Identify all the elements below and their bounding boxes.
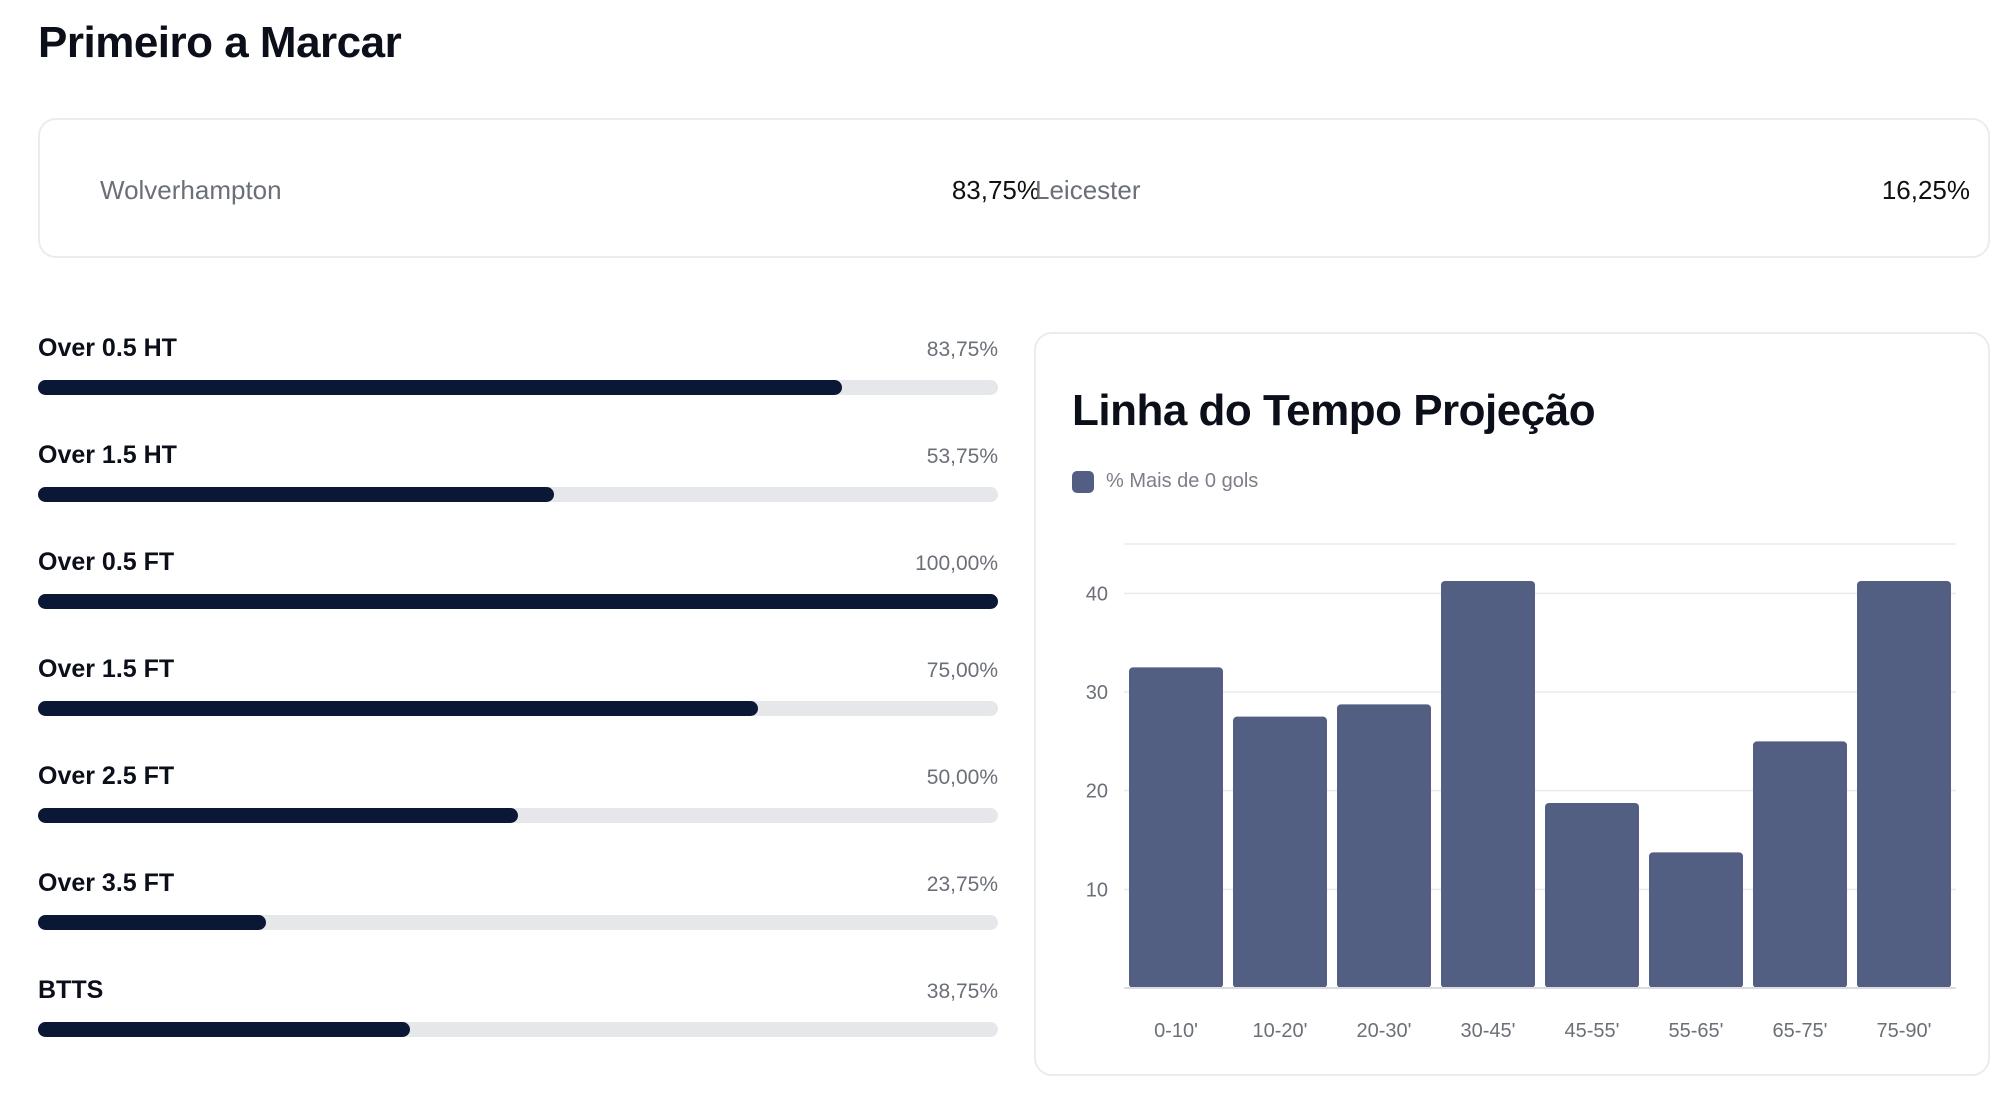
market-pct: 75,00% xyxy=(926,659,998,682)
x-tick-label: 10-20' xyxy=(1253,1020,1308,1042)
y-tick-label: 30 xyxy=(1086,682,1108,704)
progress-fill xyxy=(38,487,554,502)
chart-title: Linha do Tempo Projeção xyxy=(1072,386,1596,435)
progress-fill xyxy=(38,915,266,930)
market-label: Over 2.5 FT xyxy=(38,762,175,790)
chart-bar xyxy=(1753,741,1847,988)
market-label: Over 3.5 FT xyxy=(38,869,175,897)
chart-bar xyxy=(1649,852,1743,988)
market-label: Over 1.5 FT xyxy=(38,655,175,683)
x-tick-label: 30-45' xyxy=(1461,1020,1516,1042)
away-team-name: Leicester xyxy=(1035,174,1141,205)
legend-swatch-icon xyxy=(1072,470,1094,493)
x-tick-label: 45-55' xyxy=(1565,1020,1620,1042)
market-pct: 53,75% xyxy=(926,445,998,468)
progress-track xyxy=(38,594,998,609)
home-team-name: Wolverhampton xyxy=(100,174,282,205)
market-pct: 100,00% xyxy=(915,552,998,575)
timeline-chart-card: Linha do Tempo Projeção % Mais de 0 gols… xyxy=(1034,332,1990,1076)
market-label: Over 0.5 HT xyxy=(38,334,177,362)
timeline-bar-chart: 10 20 30 40 0-10' 10-20' 20-30' 30-45' 45-55' 55-… xyxy=(1086,543,1956,1042)
y-tick-label: 10 xyxy=(1086,879,1108,901)
market-row: Over 1.5 FT 75,00% xyxy=(38,651,998,758)
x-tick-label: 20-30' xyxy=(1357,1020,1412,1042)
x-tick-label: 0-10' xyxy=(1154,1020,1198,1042)
x-tick-label: 65-75' xyxy=(1773,1020,1828,1042)
chart-bar xyxy=(1337,704,1431,988)
page-title: Primeiro a Marcar xyxy=(38,18,402,67)
first-scorer-card: Wolverhampton 83,75% Leicester 16,25% xyxy=(38,118,1990,258)
market-label: Over 1.5 HT xyxy=(38,441,177,469)
x-tick-label: 55-65' xyxy=(1669,1020,1724,1042)
market-pct: 50,00% xyxy=(926,766,998,789)
y-tick-label: 20 xyxy=(1086,781,1108,803)
market-label: BTTS xyxy=(38,976,104,1004)
progress-fill xyxy=(38,594,998,609)
progress-track xyxy=(38,1022,998,1037)
market-row: Over 0.5 HT 83,75% xyxy=(38,330,998,437)
progress-fill xyxy=(38,380,842,395)
progress-track xyxy=(38,915,998,930)
market-bars: Over 0.5 HT 83,75% Over 1.5 HT 53,75% Ov… xyxy=(38,330,998,1079)
chart-legend[interactable]: % Mais de 0 gols xyxy=(1072,470,1258,493)
progress-track xyxy=(38,808,998,823)
first-scorer-home: Wolverhampton 83,75% xyxy=(100,120,1040,260)
chart-bar xyxy=(1233,716,1327,988)
market-row: Over 3.5 FT 23,75% xyxy=(38,865,998,972)
y-tick-label: 40 xyxy=(1086,583,1108,605)
market-pct: 23,75% xyxy=(926,873,998,896)
chart-bar xyxy=(1857,581,1951,988)
market-row: Over 0.5 FT 100,00% xyxy=(38,544,998,651)
progress-track xyxy=(38,380,998,395)
progress-fill xyxy=(38,1022,410,1037)
market-row: Over 1.5 HT 53,75% xyxy=(38,437,998,544)
progress-track xyxy=(38,701,998,716)
x-tick-label: 75-90' xyxy=(1877,1020,1932,1042)
market-row: Over 2.5 FT 50,00% xyxy=(38,758,998,865)
progress-fill xyxy=(38,701,758,716)
market-pct: 83,75% xyxy=(926,338,998,361)
market-pct: 38,75% xyxy=(926,980,998,1003)
progress-track xyxy=(38,487,998,502)
home-team-pct: 83,75% xyxy=(951,174,1040,205)
market-row: BTTS 38,75% xyxy=(38,972,998,1079)
chart-bar xyxy=(1545,803,1639,988)
market-label: Over 0.5 FT xyxy=(38,548,175,576)
progress-fill xyxy=(38,808,518,823)
chart-bar xyxy=(1129,667,1223,988)
away-team-pct: 16,25% xyxy=(1881,174,1970,205)
chart-bar xyxy=(1441,581,1535,988)
first-scorer-away: Leicester 16,25% xyxy=(1035,120,1970,260)
legend-label: % Mais de 0 gols xyxy=(1106,470,1259,492)
